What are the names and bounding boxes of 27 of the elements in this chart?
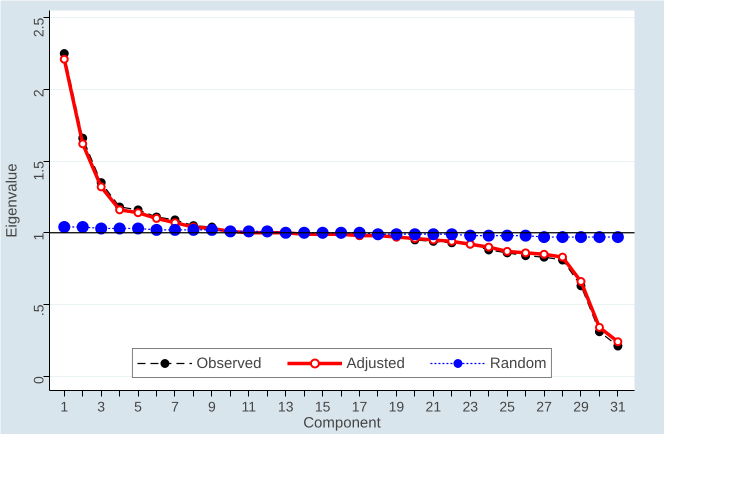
y-tick-label: .5 — [30, 304, 46, 316]
x-tick-label: 15 — [314, 398, 331, 414]
x-tick-label: 9 — [208, 398, 216, 414]
x-tick-label: 11 — [242, 398, 256, 414]
x-tick-label: 27 — [536, 398, 552, 414]
x-tick-label: 21 — [426, 398, 442, 414]
x-tick-label: 13 — [278, 398, 294, 414]
x-tick-label: 29 — [573, 398, 589, 414]
legend-label: Random — [490, 354, 547, 372]
x-tick-label: 7 — [171, 398, 180, 414]
x-tick-label: 1 — [60, 398, 68, 414]
y-tick-label: 2 — [30, 89, 46, 98]
x-tick-label: 23 — [462, 398, 478, 414]
y-axis-title: Eigenvalue — [4, 163, 20, 238]
x-tick-label: 17 — [352, 398, 368, 414]
x-tick-label: 5 — [134, 398, 142, 414]
y-tick-label: 2.5 — [30, 17, 46, 38]
legend-label: Adjusted — [346, 354, 405, 372]
legend-label: Observed — [196, 354, 262, 372]
x-tick-label: 3 — [97, 398, 106, 414]
x-tick-label: 31 — [610, 398, 626, 414]
x-tick-label: 19 — [388, 398, 404, 414]
y-tick-label: 1.5 — [30, 160, 46, 181]
y-tick-label: 0 — [30, 376, 46, 384]
y-tick-label: 1 — [30, 232, 46, 241]
x-tick-label: 25 — [499, 398, 516, 414]
x-axis-title: Component — [303, 414, 382, 432]
